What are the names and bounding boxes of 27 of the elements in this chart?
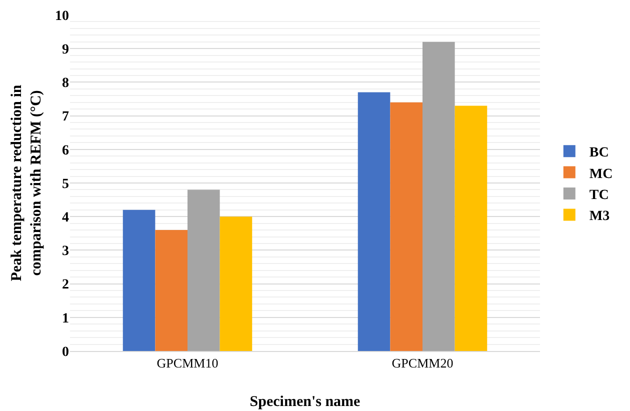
y-tick-label: 9 (62, 42, 69, 58)
bar (155, 230, 188, 351)
legend-label: TC (589, 188, 609, 203)
legend-label: M3 (589, 209, 610, 224)
y-tick-label: 2 (62, 278, 69, 293)
y-tick-label: 0 (62, 344, 69, 360)
y-tick-label: 3 (62, 244, 69, 260)
x-tick-label: GPCMM20 (392, 356, 454, 371)
bar (422, 42, 455, 351)
legend-label: BC (589, 146, 609, 161)
legend-label: MC (589, 166, 613, 182)
bar (390, 102, 422, 351)
bar (358, 92, 390, 351)
x-tick-label: GPCMM10 (156, 356, 218, 371)
y-tick-label: 8 (62, 76, 69, 92)
y-tick-label: 6 (62, 143, 69, 158)
bar (188, 190, 220, 351)
y-tick-label: 5 (62, 176, 69, 192)
y-tick-label: 7 (62, 110, 69, 125)
y-axis-title: Peak temperature reduction in comparison with REFM (°C) (8, 84, 44, 282)
y-tick-label: 4 (62, 210, 69, 226)
bar (122, 210, 156, 351)
bar (220, 216, 252, 351)
y-tick-label: 10 (55, 8, 69, 24)
y-tick-label: 1 (62, 311, 69, 326)
x-axis-title: Specimen's name (250, 394, 361, 410)
bar (454, 106, 488, 351)
